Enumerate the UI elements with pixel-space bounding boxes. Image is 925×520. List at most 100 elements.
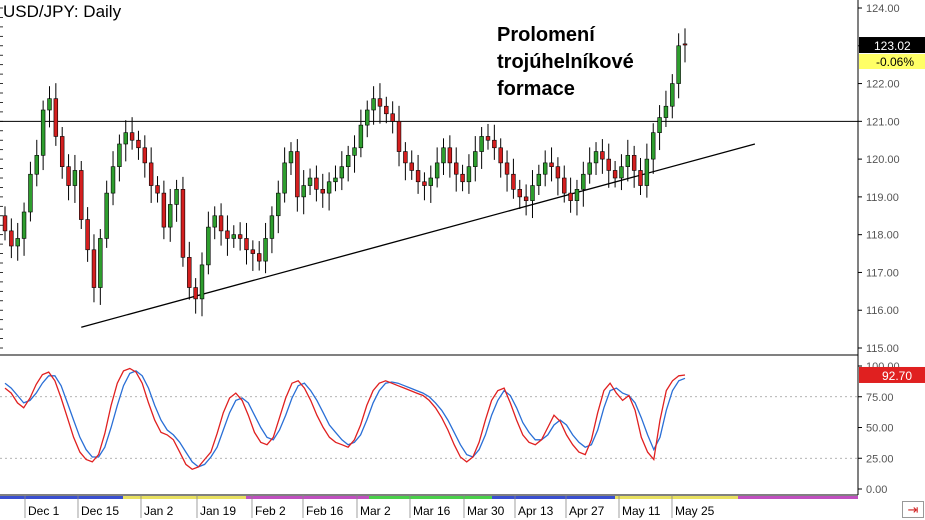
x-tick-label: May 25 [675,504,715,518]
candle-body [28,173,33,213]
candle-body [574,189,580,201]
x-tick-label: Apr 13 [518,504,554,518]
x-tick-label: Dec 15 [81,504,119,518]
candle-body [104,192,109,239]
candle-body [59,136,65,167]
candle-body [225,230,230,239]
annotation-line-3: formace [497,78,575,100]
x-tick-label: Mar 2 [360,504,391,518]
annotation-line-2: trojúhelníkové [497,51,634,73]
candle-body [263,238,268,262]
x-tick-label: Feb 2 [255,504,286,518]
candle-body [504,162,510,175]
candle-body [187,257,192,288]
arrow-right-icon: ⇥ [907,502,919,517]
candle-body [593,151,599,164]
x-tick-label: Mar 16 [413,504,451,518]
price-y-tick-label: 118.00 [866,230,899,242]
candle-body [295,151,300,198]
candle-body [47,98,52,111]
candle-body [148,162,154,186]
candle-body [2,215,8,232]
x-tick-label: Jan 2 [144,504,174,518]
candle-body [34,155,39,175]
candle-body [682,43,688,46]
month-band [0,496,123,499]
candle-body [168,204,173,228]
candle-body [117,143,122,167]
candle-body [307,177,313,186]
chart-title: USD/JPY: Daily [3,2,122,21]
candle-body [136,139,141,149]
candle-body [155,185,160,194]
stoch-y-tick-label: 75.00 [866,392,894,404]
candle-body [15,238,20,247]
candle-body [473,151,478,167]
x-tick-label: Apr 27 [569,504,605,518]
candle-body [581,173,586,190]
candle-body [72,170,78,186]
candle-body [619,166,624,179]
last-price-badge [859,37,925,54]
candle-body [492,139,497,149]
candle-body [244,238,249,251]
candle-body [282,162,287,194]
candle-body [129,132,135,141]
candle-body [301,185,306,198]
candle-body [549,162,554,167]
candle-body [530,185,535,201]
stoch-value-label: 92.70 [882,369,912,383]
stoch-series-d-line [4,370,686,468]
candle-body [66,166,71,186]
candle-body [161,192,167,228]
candle-body [587,162,592,175]
candle-body [53,98,59,137]
candle-body [110,166,116,194]
candle-body [174,189,179,205]
month-band [738,496,858,499]
price-y-tick-label: 117.00 [866,267,899,279]
candle-body [625,155,631,167]
candle-body [562,177,567,194]
candle-body [390,113,395,122]
candle-body [371,98,376,111]
stoch-series-k-line [4,367,686,471]
candle-body [422,181,427,186]
candle-body [218,215,224,232]
candle-body [409,162,414,171]
candle-body [326,181,332,194]
month-band [492,496,615,499]
candle-body [517,189,522,198]
candle-body [377,98,383,107]
candle-body [555,166,561,179]
x-tick-label: Feb 16 [306,504,344,518]
candle-body [606,158,611,171]
annotation-line-1: Prolomení [497,24,595,46]
candle-body [256,253,262,262]
candle-body [631,155,637,171]
candle-body [180,189,186,258]
price-y-tick-label: 120.00 [866,154,900,166]
candle-body [396,121,402,152]
month-band [369,496,492,499]
candle-body [98,238,103,288]
x-tick-label: Dec 1 [28,504,60,518]
candle-body [206,226,211,266]
candle-body [542,162,548,175]
candle-body [9,230,14,247]
candle-body [428,177,434,186]
stoch-y-tick-label: 50.00 [866,423,894,435]
last-price-label: 123.02 [874,39,911,53]
change-badge [859,54,925,70]
stoch-y-tick-label: 0.00 [866,484,887,496]
candle-body [447,147,453,164]
candle-body [670,83,675,107]
candle-body [441,147,446,164]
candle-body [638,170,643,186]
scroll-right-button[interactable]: ⇥ [902,501,924,518]
candle-body [142,147,148,164]
candle-body [657,117,662,133]
candle-body [358,124,364,149]
